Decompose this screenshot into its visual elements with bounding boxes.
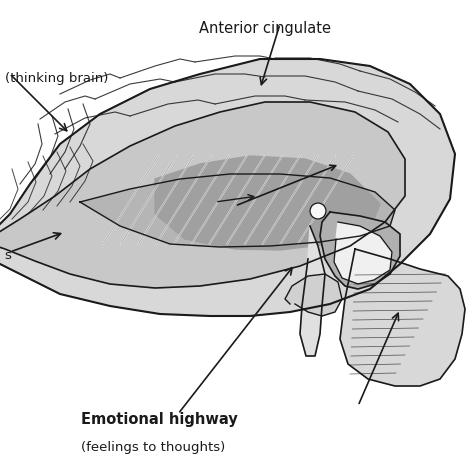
Polygon shape	[0, 59, 455, 316]
Polygon shape	[155, 156, 380, 250]
Polygon shape	[320, 212, 400, 289]
Polygon shape	[340, 249, 465, 386]
Ellipse shape	[310, 203, 326, 219]
Polygon shape	[80, 174, 395, 247]
Text: (feelings to thoughts): (feelings to thoughts)	[81, 441, 225, 455]
Polygon shape	[300, 226, 325, 356]
Text: Emotional highway: Emotional highway	[81, 412, 237, 427]
Text: s: s	[5, 249, 12, 263]
Polygon shape	[0, 102, 405, 288]
Polygon shape	[285, 274, 342, 316]
Polygon shape	[334, 222, 392, 284]
Text: Anterior cingulate: Anterior cingulate	[200, 21, 331, 36]
Text: (thinking brain): (thinking brain)	[5, 72, 108, 85]
